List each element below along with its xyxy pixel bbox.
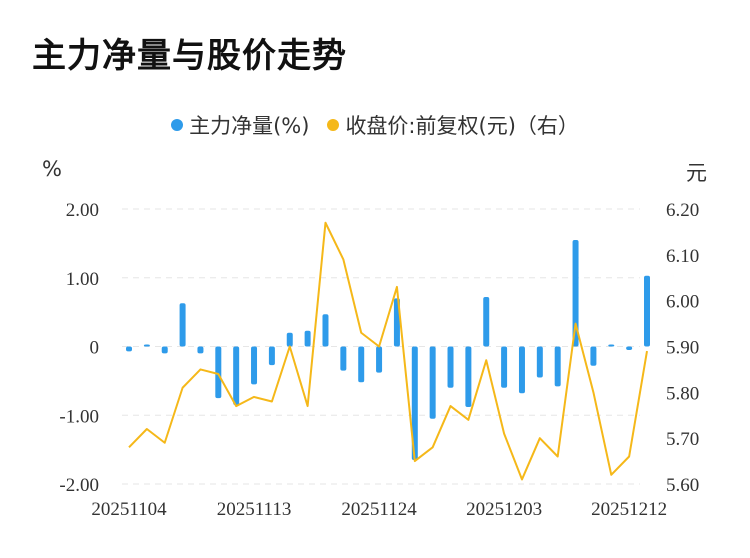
bar	[626, 346, 633, 350]
bar	[518, 346, 525, 394]
bar	[304, 330, 311, 347]
bar	[447, 346, 454, 388]
x-tick-label: 20251104	[91, 499, 167, 520]
bar	[215, 346, 222, 399]
bar	[197, 346, 204, 354]
bar	[465, 346, 472, 407]
legend-dot-yellow-icon	[327, 119, 340, 131]
bar	[644, 275, 650, 347]
bar	[501, 346, 508, 388]
legend-label-net-volume: 主力净量(%)	[189, 114, 310, 138]
bar	[161, 346, 168, 354]
bar	[179, 303, 186, 347]
bar	[251, 346, 258, 385]
y-right-tick-label: 5.80	[666, 383, 699, 404]
y-right-tick-label: 6.10	[666, 246, 699, 267]
left-axis-unit: %	[42, 157, 62, 181]
bar	[411, 346, 418, 460]
x-tick-label: 20251212	[591, 499, 667, 520]
bar	[376, 346, 383, 373]
bar	[483, 297, 490, 347]
bar	[554, 346, 561, 387]
bar	[572, 239, 579, 347]
bar	[590, 346, 597, 366]
y-right-tick-label: 6.00	[666, 292, 699, 313]
bar	[286, 332, 293, 347]
legend-label-close-price: 收盘价:前复权(元)（右）	[345, 114, 579, 138]
x-tick-label: 20251124	[341, 499, 417, 520]
bar	[268, 346, 275, 366]
bar	[608, 344, 615, 347]
y-right-tick-label: 5.70	[666, 429, 699, 450]
legend-item-net-volume[interactable]: 主力净量(%)	[171, 110, 309, 140]
y-left-tick-label: 0	[90, 338, 100, 359]
bar	[233, 346, 240, 405]
bar	[322, 314, 329, 347]
y-right-tick-label: 6.20	[666, 200, 699, 221]
price-line	[128, 221, 648, 481]
chart-title: 主力净量与股价走势	[32, 36, 347, 76]
bar	[429, 346, 436, 419]
y-left-tick-label: -2.00	[59, 475, 99, 496]
y-right-tick-label: 5.90	[666, 338, 699, 359]
y-left-tick-label: -1.00	[59, 406, 99, 427]
legend: 主力净量(%) 收盘价:前复权(元)（右）	[0, 110, 750, 140]
legend-item-close-price[interactable]: 收盘价:前复权(元)（右）	[327, 110, 579, 140]
x-tick-label: 20251203	[466, 499, 542, 520]
x-tick-label: 20251113	[217, 499, 292, 520]
right-axis-unit: 元	[686, 161, 707, 185]
y-left-tick-label: 1.00	[66, 269, 99, 290]
bar	[143, 344, 150, 347]
bar	[358, 346, 365, 383]
bar	[340, 346, 347, 371]
bar	[536, 346, 543, 378]
legend-dot-blue-icon	[171, 119, 184, 131]
bar	[126, 346, 132, 352]
y-left-tick-label: 2.00	[66, 200, 99, 221]
y-right-tick-label: 5.60	[666, 475, 699, 496]
